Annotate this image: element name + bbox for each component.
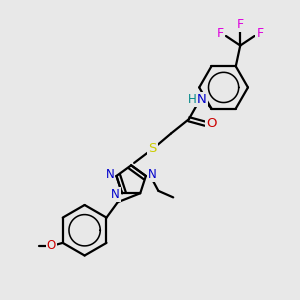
Text: O: O	[206, 117, 217, 130]
Text: S: S	[148, 142, 157, 155]
Text: N: N	[106, 168, 114, 181]
Text: H: H	[188, 93, 197, 106]
Text: N: N	[111, 188, 120, 201]
Text: N: N	[148, 168, 157, 181]
Text: F: F	[217, 26, 224, 40]
Text: F: F	[256, 26, 263, 40]
Text: N: N	[197, 93, 206, 106]
Text: F: F	[237, 18, 244, 31]
Text: O: O	[47, 239, 56, 252]
